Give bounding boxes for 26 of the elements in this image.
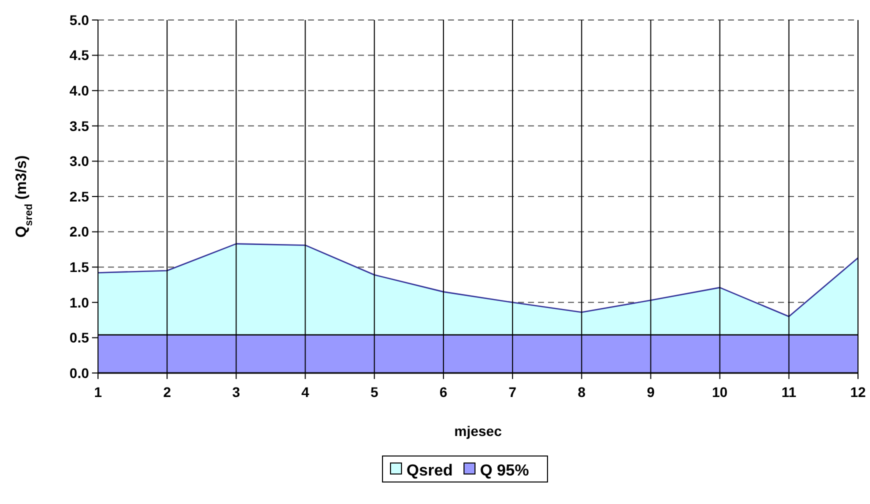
y-tick-label: 2.5 bbox=[70, 188, 90, 204]
legend-label: Qsred bbox=[406, 462, 453, 480]
y-tick-label: 5.0 bbox=[70, 12, 90, 28]
y-tick-label: 1.0 bbox=[70, 294, 90, 310]
y-tick-label: 4.0 bbox=[70, 82, 90, 98]
y-tick-label: 2.0 bbox=[70, 224, 90, 240]
y-tick-label: 3.5 bbox=[70, 118, 90, 134]
x-tick-label: 2 bbox=[163, 384, 172, 400]
x-axis-title: mjesec bbox=[454, 423, 502, 439]
y-tick-label: 1.5 bbox=[70, 259, 90, 275]
x-tick-label: 11 bbox=[782, 384, 797, 400]
y-tick-label: 3.0 bbox=[70, 153, 90, 170]
x-tick-label: 5 bbox=[370, 384, 378, 400]
x-tick-label: 7 bbox=[508, 384, 517, 400]
x-tick-label: 1 bbox=[94, 384, 102, 400]
x-tick-label: 8 bbox=[578, 384, 586, 400]
x-tick-label: 10 bbox=[712, 384, 728, 400]
legend-label: Q 95% bbox=[480, 462, 529, 480]
y-tick-label: 0.5 bbox=[70, 330, 90, 346]
x-tick-label: 12 bbox=[850, 384, 866, 400]
y-tick-label: 0.0 bbox=[70, 364, 90, 381]
y-tick-label: 4.5 bbox=[70, 47, 90, 64]
x-tick-label: 9 bbox=[646, 384, 655, 400]
x-tick-label: 6 bbox=[440, 384, 448, 400]
x-tick-label: 4 bbox=[301, 384, 310, 400]
x-tick-label: 3 bbox=[232, 384, 240, 400]
